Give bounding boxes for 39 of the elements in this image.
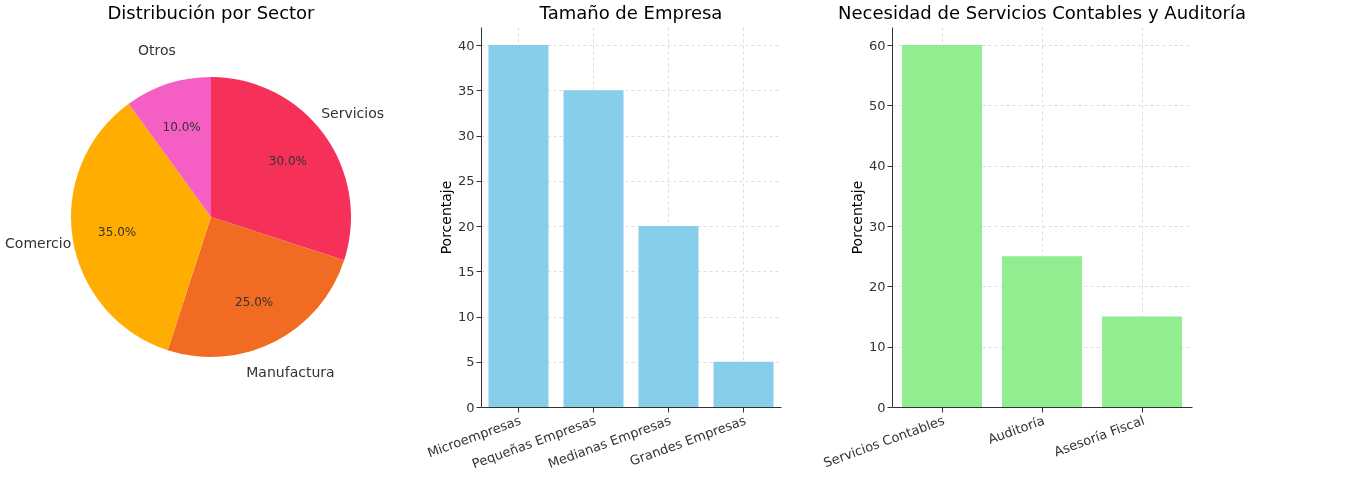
y-tick-label: 0 [466, 399, 475, 415]
bar [713, 361, 774, 407]
y-tick-label: 40 [457, 37, 475, 53]
pie-slice [128, 77, 211, 217]
y-tick-label: 0 [877, 399, 886, 415]
y-tick-label: 10 [457, 309, 475, 325]
y-axis-title: Porcentaje [437, 180, 454, 255]
slice-label: Comercio [5, 235, 72, 252]
pie-slice [71, 103, 211, 351]
bar [902, 45, 982, 407]
y-tick-label: 20 [457, 218, 475, 234]
y-tick-label: 35 [457, 82, 475, 98]
y-tick-label: 50 [868, 97, 886, 113]
bar [1002, 256, 1082, 407]
chart-title: Necesidad de Servicios Contables y Auditoría [838, 2, 1246, 23]
y-tick-label: 5 [466, 354, 475, 370]
data-label: 10.0% [162, 119, 201, 134]
y-tick-label: 10 [868, 339, 886, 355]
data-label: 30.0% [268, 154, 307, 169]
y-axis-title: Porcentaje [848, 180, 865, 255]
bar [1102, 316, 1182, 407]
bar [488, 45, 549, 407]
y-tick-label: 25 [457, 173, 475, 189]
data-label: 35.0% [98, 224, 137, 239]
bar [638, 226, 699, 407]
pie-slice [167, 217, 345, 357]
chart-title: Distribución por Sector [107, 2, 316, 23]
chart-title: Tamaño de Empresa [538, 2, 723, 23]
y-tick-label: 30 [457, 128, 475, 144]
y-tick-label: 15 [457, 263, 475, 279]
slice-label: Otros [138, 41, 176, 58]
y-tick-label: 60 [868, 37, 886, 53]
y-tick-label: 40 [868, 158, 886, 174]
data-label: 25.0% [235, 294, 274, 309]
slice-label: Servicios [321, 105, 385, 122]
slice-label: Manufactura [246, 363, 335, 380]
bar [563, 90, 624, 407]
y-tick-label: 20 [868, 278, 886, 294]
y-tick-label: 30 [868, 218, 886, 234]
